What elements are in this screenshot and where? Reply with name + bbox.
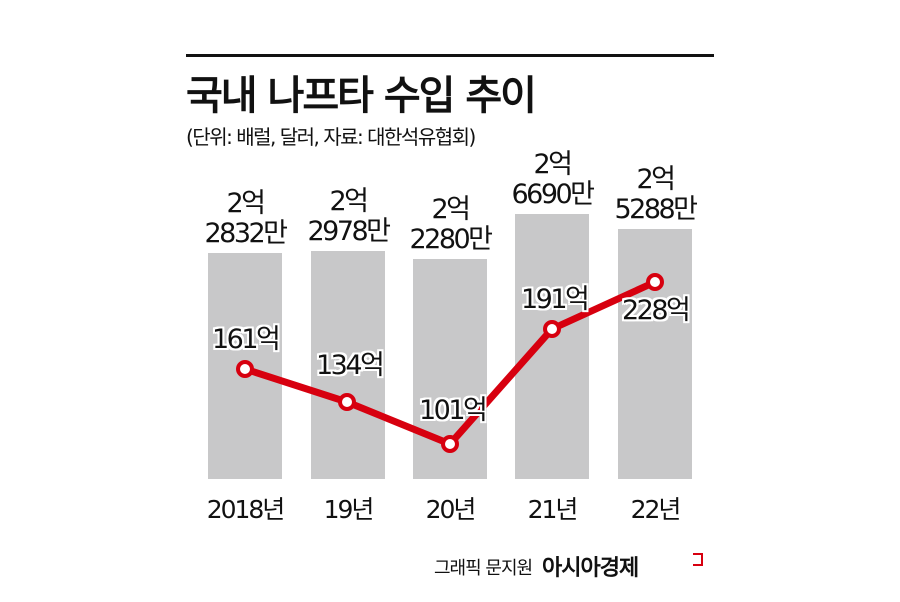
graphic-credit: 그래픽 문지원 <box>434 558 533 579</box>
bar-value-label: 2억 5288만 <box>614 164 698 225</box>
line-point-marker <box>543 320 561 338</box>
chart-subtitle: (단위: 배럴, 달러, 자료: 대한석유협회) <box>186 125 476 149</box>
bar-19년 <box>311 251 385 479</box>
bar-value-label: 2억 6690만 <box>511 149 595 210</box>
x-axis-label: 22년 <box>630 495 682 524</box>
line-value-label: 228억 <box>622 295 691 326</box>
x-axis-label: 19년 <box>323 495 375 524</box>
line-point-marker <box>646 273 664 291</box>
brand-mark-icon <box>693 553 703 566</box>
bar-value-label: 2억 2832만 <box>204 188 288 249</box>
x-axis-label: 20년 <box>425 495 477 524</box>
line-point-marker <box>236 360 254 378</box>
line-value-label: 191억 <box>521 284 590 315</box>
x-axis-label: 2018년 <box>206 495 286 524</box>
bar-21년 <box>515 214 589 479</box>
brand-logo: 아시아경제 <box>542 556 639 581</box>
line-value-label: 161억 <box>212 324 281 355</box>
line-value-label: 101억 <box>419 395 488 426</box>
line-point-marker <box>441 435 459 453</box>
line-value-label: 134억 <box>316 350 385 381</box>
bar-value-label: 2억 2280만 <box>409 194 493 255</box>
bar-22년 <box>618 229 692 479</box>
x-axis-label: 21년 <box>527 495 579 524</box>
chart-title: 국내 나프타 수입 추이 <box>186 73 537 119</box>
top-rule <box>186 54 714 57</box>
line-point-marker <box>338 393 356 411</box>
bar-value-label: 2억 2978만 <box>307 186 391 247</box>
